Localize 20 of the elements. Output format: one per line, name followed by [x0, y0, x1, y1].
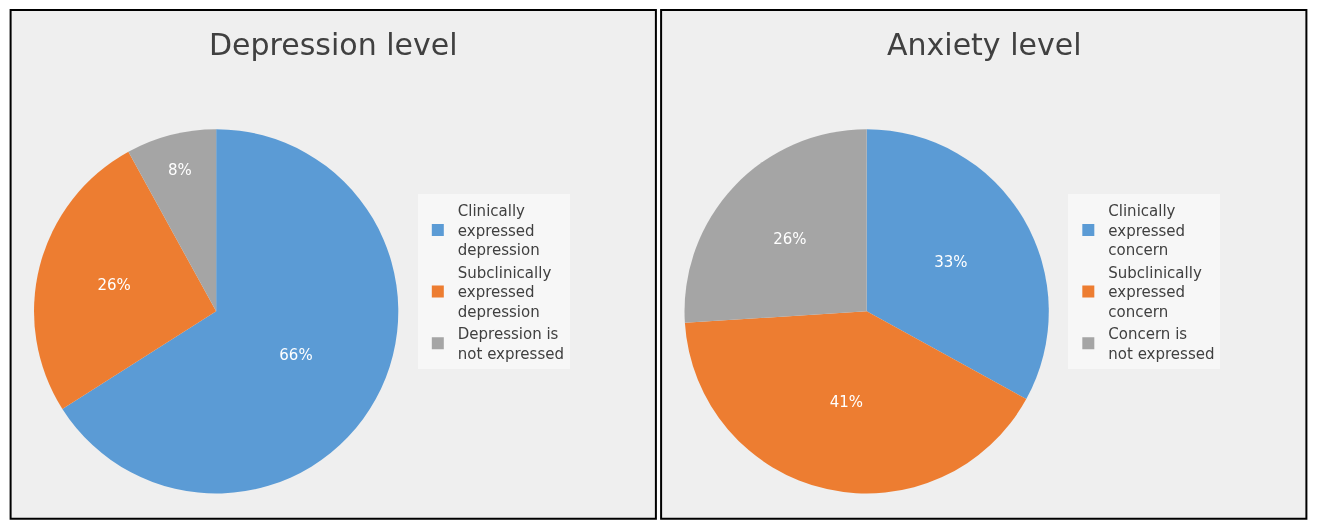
- data-label: 41%: [829, 393, 864, 412]
- legend-label: Depression is not expressed: [457, 325, 564, 363]
- legend-label: Clinically expressed depression: [457, 202, 540, 260]
- pie-slice: [62, 129, 399, 494]
- data-label: 8%: [167, 161, 192, 180]
- chart-title: Anxiety level: [887, 27, 1082, 62]
- pie-slice: [128, 129, 217, 312]
- data-label: 33%: [934, 252, 968, 271]
- pie-slice: [34, 151, 217, 409]
- legend-label: Subclinically expressed concern: [1108, 263, 1202, 321]
- pie-slice: [684, 129, 867, 323]
- data-label: 26%: [773, 230, 807, 249]
- pie-slice: [684, 311, 1027, 494]
- data-label: 26%: [97, 276, 131, 295]
- data-label: 66%: [279, 346, 313, 365]
- chart-title: Depression level: [209, 27, 458, 62]
- legend-label: Clinically expressed concern: [1108, 202, 1186, 260]
- legend-label: Concern is not expressed: [1108, 325, 1215, 363]
- pie-slice: [866, 129, 1049, 400]
- legend-label: Subclinically expressed depression: [457, 263, 552, 321]
